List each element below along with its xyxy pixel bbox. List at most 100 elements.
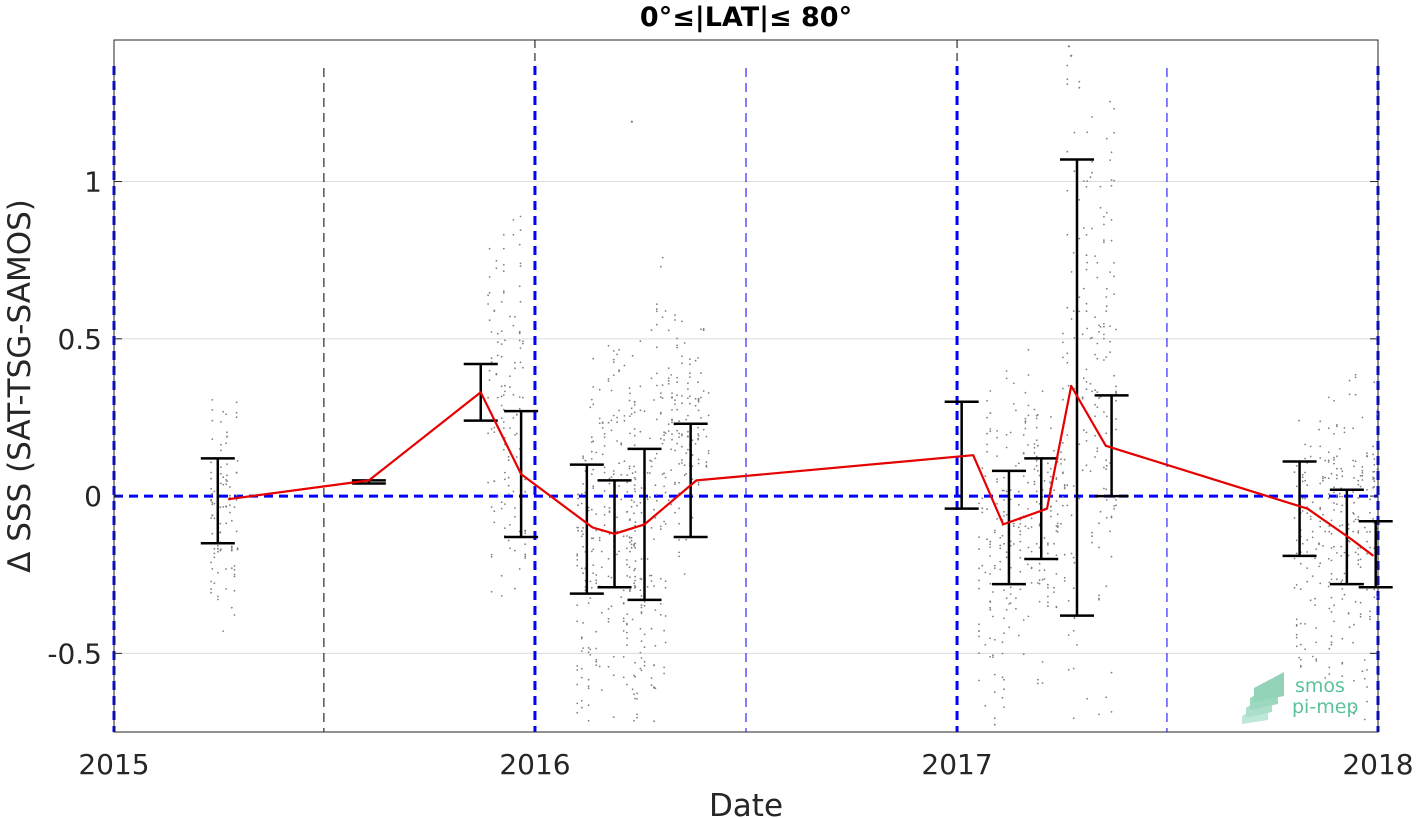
scatter-point [1113,131,1115,134]
scatter-point [993,691,996,693]
scatter-point [639,501,642,504]
scatter-point [1354,600,1357,603]
scatter-point [488,276,491,278]
scatter-point [1015,409,1017,412]
scatter-point [502,421,505,423]
scatter-point [222,410,225,413]
scatter-point [1361,670,1364,673]
scatter-point [210,487,213,490]
scatter-point [1047,544,1049,546]
scatter-point [220,482,222,485]
scatter-point [1063,576,1066,579]
y-tick-label: 0.5 [57,323,102,356]
scatter-point [1113,179,1115,182]
scatter-point [524,478,527,481]
scatter-point [659,392,662,394]
scatter-point [236,460,239,462]
scatter-point [514,434,516,436]
scatter-point [1319,508,1322,511]
scatter-point [504,503,506,505]
scatter-point [649,574,651,577]
scatter-point [1369,498,1371,501]
scatter-point [626,575,629,577]
scatter-point [603,506,606,508]
scatter-point [678,507,680,510]
scatter-point [623,364,626,367]
scatter-point [1062,356,1064,359]
scatter-point [1027,444,1029,446]
scatter-point [582,533,584,535]
scatter-point [667,377,670,380]
scatter-point [1306,567,1309,569]
scatter-point [500,501,503,504]
scatter-point [640,657,643,659]
scatter-point [1091,336,1093,339]
scatter-point [989,546,991,548]
scatter-point [697,381,699,384]
scatter-point [210,580,213,583]
scatter-point [1050,416,1052,418]
scatter-point [1043,480,1046,482]
scatter-point [225,568,228,570]
scatter-point [612,716,615,718]
scatter-point [1019,540,1022,543]
scatter-point [230,606,233,609]
scatter-point [490,590,493,593]
scatter-point [1001,696,1004,699]
scatter-point [576,665,579,667]
scatter-point [1067,634,1070,636]
scatter-point [1050,467,1052,470]
scatter-point [1295,584,1298,586]
scatter-point [500,301,503,303]
scatter-point [582,457,584,460]
scatter-point [1103,466,1105,469]
scatter-point [1073,170,1076,173]
scatter-point [217,598,219,601]
scatter-point [230,545,233,548]
scatter-point [1311,530,1314,533]
scatter-point [1066,434,1069,436]
scatter-point [626,613,629,615]
scatter-point [681,445,683,448]
scatter-point [1298,419,1300,422]
scatter-point [1089,382,1092,385]
scatter-point [504,471,506,474]
scatter-point [1009,544,1012,547]
scatter-point [986,432,988,435]
scatter-point [1099,185,1102,188]
scatter-point [1062,332,1064,335]
scatter-point [582,527,584,529]
scatter-point [1060,458,1062,461]
scatter-point [1019,523,1022,525]
scatter-point [612,473,615,476]
scatter-point [676,381,678,383]
scatter-point [217,571,219,574]
scatter-point [1105,310,1108,312]
scatter-point [1366,455,1368,458]
scatter-point [1363,659,1366,661]
scatter-point [1096,406,1099,408]
scatter-point [1009,498,1012,501]
scatter-point [509,315,511,318]
scatter-point [1315,658,1318,661]
scatter-point [1060,523,1062,525]
watermark-text-line1: smos [1295,675,1345,697]
scatter-point [576,559,579,561]
scatter-point [1322,479,1324,482]
scatter-point [626,481,629,484]
scatter-point [1357,531,1360,534]
scatter-point [702,428,705,431]
scatter-point [608,482,611,485]
scatter-point [1027,404,1030,407]
scatter-point [225,505,228,508]
scatter-point [978,679,980,682]
scatter-point [1299,622,1302,625]
scatter-point [705,464,708,467]
scatter-point [653,686,655,688]
scatter-outlier [1067,45,1071,48]
scatter-point [664,523,667,525]
scatter-point [595,647,598,650]
scatter-point [595,582,598,585]
scatter-point [1347,554,1350,557]
scatter-point [1017,526,1020,529]
